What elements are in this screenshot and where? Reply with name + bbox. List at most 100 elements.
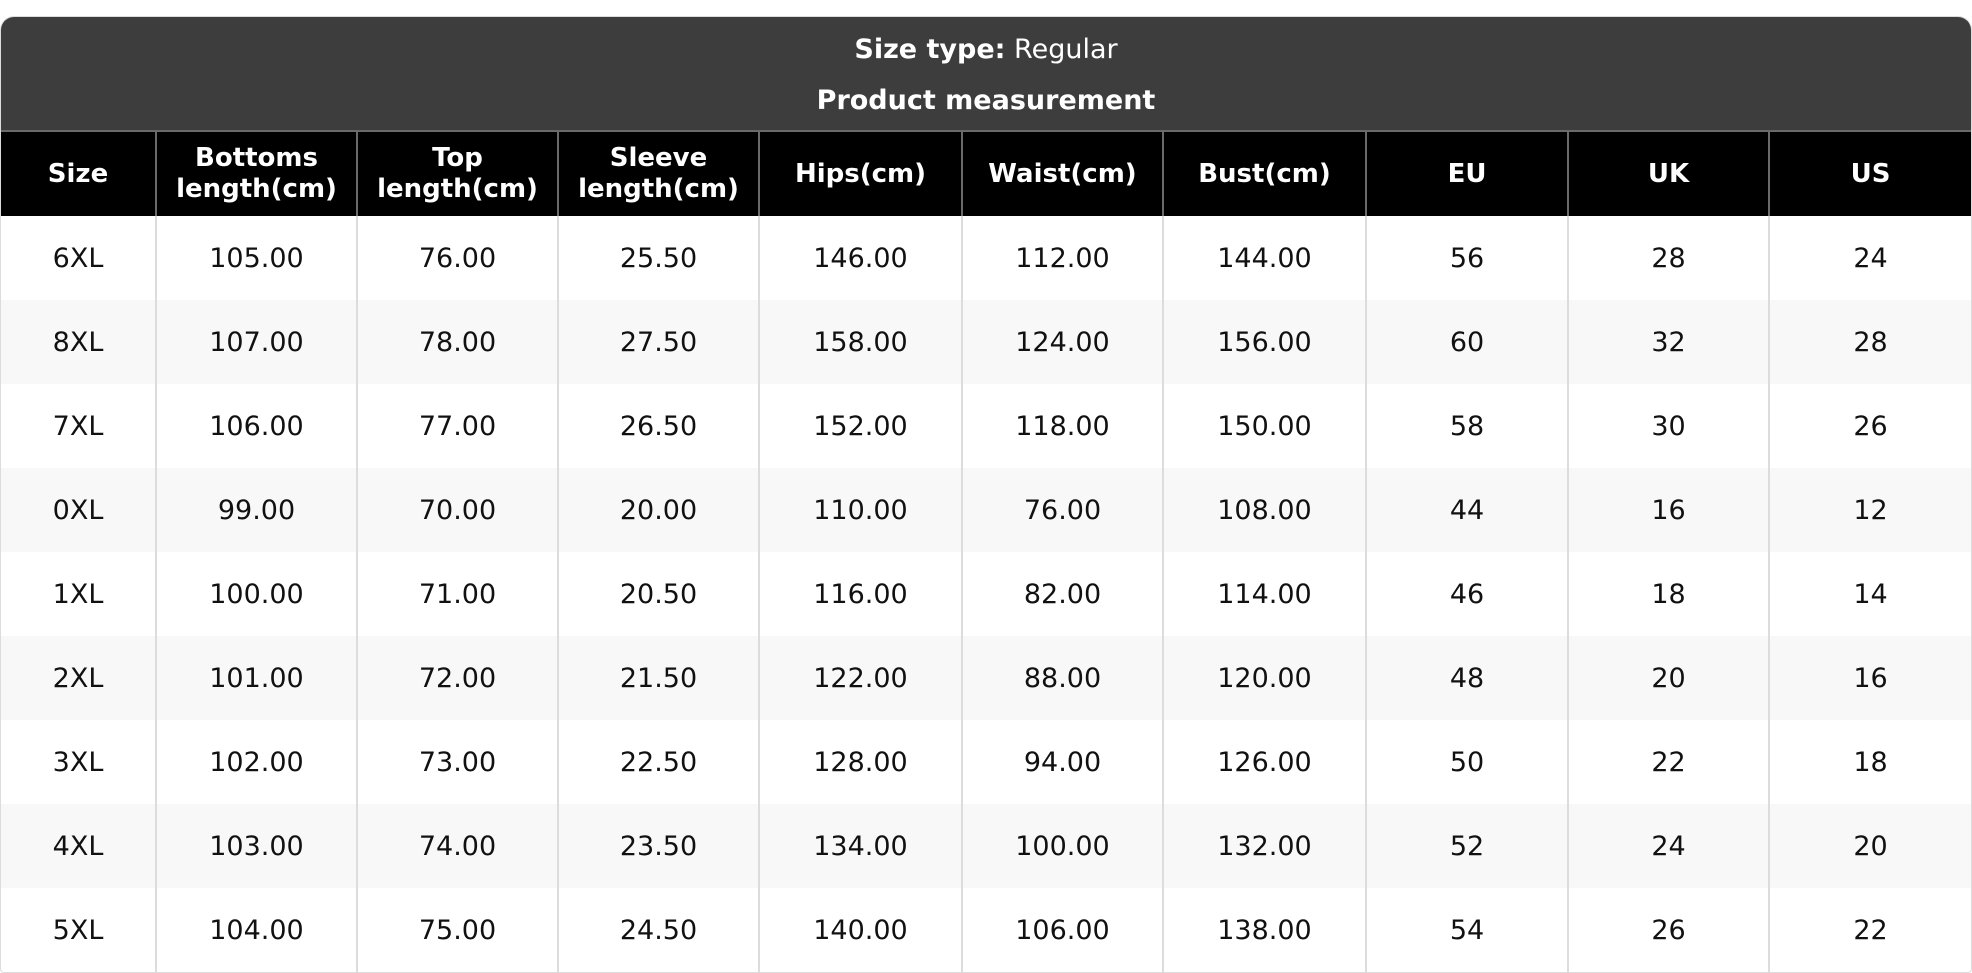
table-cell: 116.00	[758, 552, 962, 636]
table-cell: 132.00	[1162, 804, 1366, 888]
column-header: Waist(cm)	[961, 130, 1163, 216]
table-cell: 77.00	[356, 384, 558, 468]
table-cell: 99.00	[155, 468, 357, 552]
size-chart: Size type: Regular Product measurement S…	[0, 16, 1972, 973]
table-cell: 1XL	[52, 578, 104, 610]
table-cell: 101.00	[155, 636, 357, 720]
table-cell: 60	[1365, 300, 1568, 384]
table-cell: 18	[1768, 720, 1971, 804]
table-row: 4XL 103.00 74.00 23.50 134.00 100.00 132.00 52 2…	[1, 804, 1971, 888]
table-cell: 103.00	[155, 804, 357, 888]
table-cell: 20	[1567, 636, 1769, 720]
table-cell: 140.00	[758, 888, 962, 972]
table-cell: 104.00	[155, 888, 357, 972]
table-cell: 134.00	[758, 804, 962, 888]
table-cell: 102.00	[155, 720, 357, 804]
table-cell: 88.00	[961, 636, 1163, 720]
table-cell: 70.00	[356, 468, 558, 552]
column-header: Bottoms length(cm)	[155, 130, 357, 216]
table-cell: 50	[1365, 720, 1568, 804]
table-cell: 8XL	[1, 300, 156, 384]
table-cell: 146.00	[758, 216, 962, 300]
table-cell: 26.50	[557, 384, 759, 468]
table-cell: 3XL	[52, 746, 104, 778]
table-cell: 122.00	[758, 636, 962, 720]
table-cell: 22.50	[557, 720, 759, 804]
table-cell: 2XL	[1, 636, 156, 720]
table-cell: 106.00	[961, 888, 1163, 972]
column-header: Top length(cm)	[356, 130, 558, 216]
table-cell: 26	[1567, 888, 1769, 972]
table-cell: 7XL	[52, 410, 104, 442]
table-cell: 12	[1768, 468, 1971, 552]
table-cell: 138.00	[1162, 888, 1366, 972]
table-cell: 100.00	[155, 552, 357, 636]
table-cell: 46	[1365, 552, 1568, 636]
column-header: Hips(cm)	[758, 130, 962, 216]
table-row: 1XL 100.00 71.00 20.50 116.00 82.00 114.00 46 18…	[1, 552, 1971, 636]
table-cell: 124.00	[961, 300, 1163, 384]
table-cell: 4XL	[1, 804, 156, 888]
table-cell: 107.00	[155, 300, 357, 384]
table-cell: 20.50	[557, 552, 759, 636]
table-cell: 23.50	[557, 804, 759, 888]
table-cell: 56	[1365, 216, 1568, 300]
table-cell: 5XL	[52, 914, 104, 946]
table-cell: 48	[1365, 636, 1568, 720]
table-cell: 108.00	[1162, 468, 1366, 552]
table-cell: 0XL	[1, 468, 156, 552]
table-cell: 100.00	[961, 804, 1163, 888]
table-cell: 20	[1768, 804, 1971, 888]
table-cell: 76.00	[961, 468, 1163, 552]
table-cell: 110.00	[758, 468, 962, 552]
table-cell: 150.00	[1162, 384, 1366, 468]
table-cell: 44	[1365, 468, 1568, 552]
column-header: US	[1768, 130, 1971, 216]
table-cell: 144.00	[1162, 216, 1366, 300]
table-cell: 152.00	[758, 384, 962, 468]
table-cell: 28	[1567, 216, 1769, 300]
table-cell: 16	[1567, 468, 1769, 552]
table-cell: 30	[1567, 384, 1769, 468]
table-row: 5XL 104.00 75.00 24.50 140.00 106.00 138.00 54 2…	[1, 888, 1971, 972]
column-header: EU	[1365, 130, 1568, 216]
table-cell: 82.00	[961, 552, 1163, 636]
table-cell: 128.00	[758, 720, 962, 804]
table-cell: 25.50	[557, 216, 759, 300]
table-cell: 76.00	[356, 216, 558, 300]
table-cell: 74.00	[356, 804, 558, 888]
table-cell: 158.00	[758, 300, 962, 384]
table-cell: 106.00	[155, 384, 357, 468]
size-type-label: Size type:	[854, 34, 1006, 65]
table-cell: 75.00	[356, 888, 558, 972]
table-cell: 72.00	[356, 636, 558, 720]
table-cell: 78.00	[356, 300, 558, 384]
column-header: Size	[1, 130, 156, 216]
table-cell: 20.00	[557, 468, 759, 552]
table-cell: 156.00	[1162, 300, 1366, 384]
table-row: 8XL 107.00 78.00 27.50 158.00 124.00 156.00 60 3…	[1, 300, 1971, 384]
table-cell: 126.00	[1162, 720, 1366, 804]
table-cell: 26	[1768, 384, 1971, 468]
table-cell: 21.50	[557, 636, 759, 720]
table-row: 3XL 102.00 73.00 22.50 128.00 94.00 126.00 50 22…	[1, 720, 1971, 804]
table-cell: 120.00	[1162, 636, 1366, 720]
table-cell: 58	[1365, 384, 1568, 468]
table-cell: 22	[1768, 888, 1971, 972]
size-type-value: Regular	[1014, 34, 1118, 65]
header-row: Size Bottoms length(cm) Top length(cm) Slee…	[1, 130, 1971, 216]
column-header: UK	[1567, 130, 1769, 216]
table-cell: 6XL	[52, 242, 104, 274]
table-row: 6XL 105.00 76.00 25.50 146.00 112.00 144.00 56 2…	[1, 216, 1971, 300]
table-cell: 24.50	[557, 888, 759, 972]
table-cell: 14	[1768, 552, 1971, 636]
table-cell: 28	[1768, 300, 1971, 384]
table-cell: 73.00	[356, 720, 558, 804]
table-row: 2XL 101.00 72.00 21.50 122.00 88.00 120.00 48 20…	[1, 636, 1971, 720]
table-cell: 18	[1567, 552, 1769, 636]
table-cell: 22	[1567, 720, 1769, 804]
table-cell: 71.00	[356, 552, 558, 636]
size-table: Size Bottoms length(cm) Top length(cm) Slee…	[1, 130, 1971, 972]
table-cell: 24	[1768, 216, 1971, 300]
table-cell: 94.00	[961, 720, 1163, 804]
